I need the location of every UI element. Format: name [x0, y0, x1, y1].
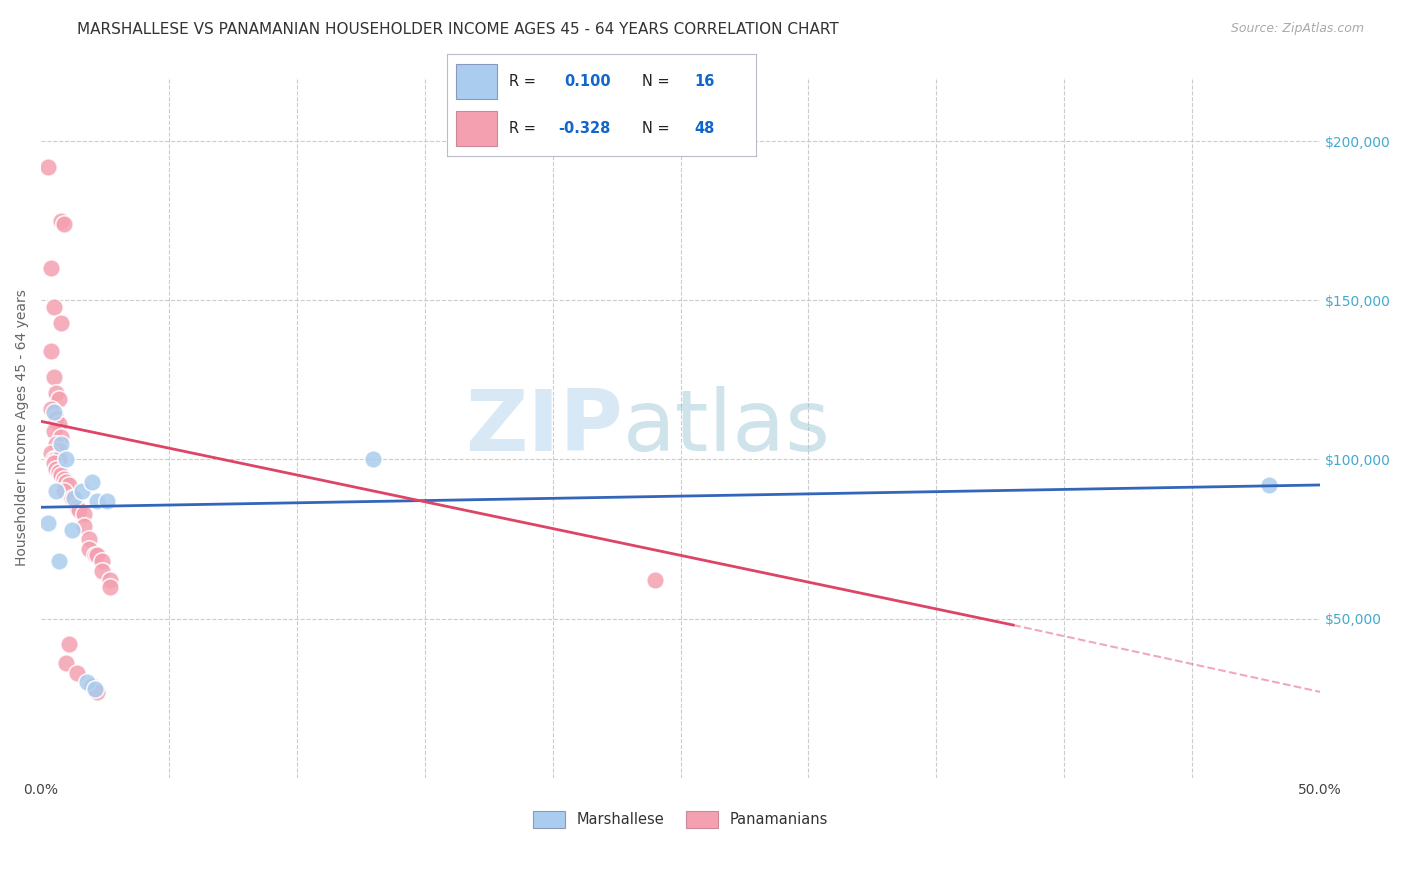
Point [42, 456, 65, 470]
Point [83, 548, 105, 562]
Point [42, 369, 65, 384]
Bar [457, 64, 496, 99]
Point [51, 430, 73, 444]
Text: MARSHALLESE VS PANAMANIAN HOUSEHOLDER INCOME AGES 45 - 64 YEARS CORRELATION CHAR: MARSHALLESE VS PANAMANIAN HOUSEHOLDER IN… [77, 22, 839, 37]
Point [73, 507, 96, 521]
Point [58, 478, 80, 492]
Point [58, 637, 80, 651]
Point [80, 475, 103, 489]
Point [42, 405, 65, 419]
Point [37, 160, 59, 174]
Point [55, 452, 77, 467]
Text: -0.328: -0.328 [558, 121, 610, 136]
Text: R =: R = [509, 74, 536, 88]
Point [39, 401, 62, 416]
Point [51, 436, 73, 450]
Point [45, 484, 67, 499]
Point [83, 681, 105, 696]
Point [60, 523, 83, 537]
Point [66, 665, 89, 680]
Point [48, 465, 70, 479]
Text: atlas: atlas [623, 386, 831, 469]
Point [63, 491, 86, 505]
Point [48, 452, 70, 467]
Point [73, 519, 96, 533]
Point [48, 442, 70, 457]
Y-axis label: Householder Income Ages 45 - 64 years: Householder Income Ages 45 - 64 years [15, 289, 30, 566]
Point [79, 532, 101, 546]
Point [76, 675, 98, 690]
Point [48, 554, 70, 568]
Point [98, 580, 121, 594]
Text: N =: N = [643, 121, 669, 136]
Point [91, 554, 114, 568]
Point [45, 385, 67, 400]
Point [48, 392, 70, 406]
Point [45, 462, 67, 476]
Text: N =: N = [643, 74, 669, 88]
Point [45, 436, 67, 450]
Point [80, 679, 103, 693]
Point [48, 417, 70, 432]
Point [39, 344, 62, 359]
Point [363, 452, 385, 467]
Point [39, 261, 62, 276]
Text: Source: ZipAtlas.com: Source: ZipAtlas.com [1230, 22, 1364, 36]
Point [86, 548, 108, 562]
Point [52, 484, 75, 499]
Point [70, 484, 93, 499]
Point [51, 468, 73, 483]
Point [42, 300, 65, 314]
Point [86, 685, 108, 699]
Point [67, 503, 90, 517]
Point [96, 494, 118, 508]
Point [55, 657, 77, 671]
Point [79, 541, 101, 556]
Point [52, 217, 75, 231]
Point [644, 574, 666, 588]
Point [51, 316, 73, 330]
Point [98, 574, 121, 588]
Point [52, 472, 75, 486]
Point [66, 500, 89, 515]
Point [45, 452, 67, 467]
Text: R =: R = [509, 121, 536, 136]
Bar [457, 111, 496, 145]
Point [42, 424, 65, 438]
Point [51, 213, 73, 227]
Point [37, 516, 59, 531]
Point [45, 411, 67, 425]
Text: 0.100: 0.100 [565, 74, 612, 88]
Point [86, 494, 108, 508]
Text: ZIP: ZIP [465, 386, 623, 469]
Text: 16: 16 [695, 74, 714, 88]
Point [39, 446, 62, 460]
Text: 48: 48 [695, 121, 714, 136]
Point [60, 491, 83, 505]
Point [91, 564, 114, 578]
Point [42, 452, 65, 467]
Point [1258, 478, 1281, 492]
Point [55, 475, 77, 489]
Legend: Marshallese, Panamanians: Marshallese, Panamanians [527, 805, 834, 834]
